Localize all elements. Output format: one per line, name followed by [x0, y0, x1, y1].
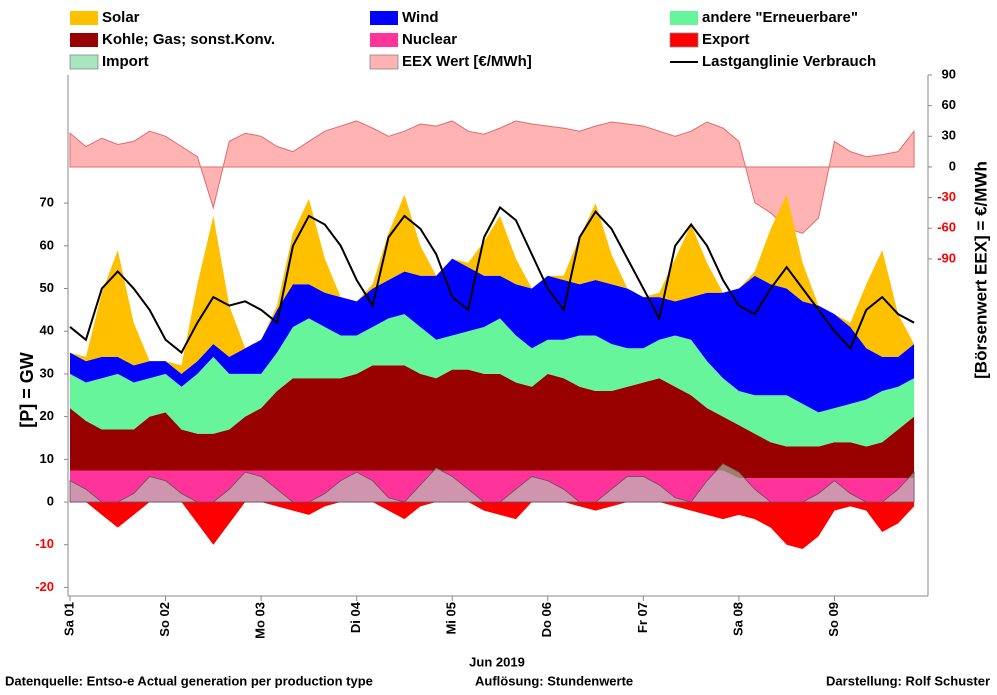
legend-label: Nuclear: [402, 31, 457, 48]
y-tick-label: 50: [40, 280, 54, 295]
y-tick-label: 70: [40, 195, 54, 210]
legend-swatch: [670, 11, 698, 25]
legend-label: Export: [702, 31, 750, 48]
x-tick-label: So 09: [826, 602, 841, 637]
x-tick-label: Sa 08: [730, 602, 745, 636]
legend-swatch: [370, 33, 398, 47]
y2-axis-label: [Börsenwert EEX] = €/MWh: [971, 161, 990, 379]
x-tick-label: Di 04: [348, 601, 363, 633]
y-tick-label: 20: [40, 408, 54, 423]
import-area: [69, 463, 915, 503]
x-tick-label: Mi 05: [444, 602, 459, 635]
legend-label: Lastganglinie Verbrauch: [702, 53, 876, 70]
y-tick-label: -10: [35, 536, 54, 551]
footer-note: Datenquelle: Entso-e Actual generation p…: [5, 673, 373, 688]
y-tick-label: 0: [47, 493, 54, 508]
y2-tick-label: 30: [942, 128, 956, 143]
stacked-area: [70, 194, 915, 374]
y-tick-label: 30: [40, 365, 54, 380]
y-tick-label: 40: [40, 323, 54, 338]
x-tick-label: Do 06: [539, 602, 554, 637]
x-tick-label: So 02: [157, 602, 172, 637]
y2-tick-label: 60: [942, 97, 956, 112]
legend-swatch: [70, 11, 98, 25]
eex-area: [69, 120, 915, 234]
legend-label: Kohle; Gas; sonst.Konv.: [102, 31, 275, 48]
y2-tick-label: 0: [949, 158, 956, 173]
stacked-area: [70, 314, 915, 447]
x-tick-label: Mo 03: [253, 602, 268, 639]
x-tick-label: Sa 01: [61, 602, 76, 636]
load-line: [69, 205, 915, 355]
legend-swatch: [669, 32, 699, 48]
legend-label: Wind: [402, 9, 439, 26]
footer-note: Darstellung: Rolf Schuster: [826, 673, 990, 688]
y2-tick-label: -60: [937, 220, 956, 235]
y-tick-label: 60: [40, 237, 54, 252]
legend-label: EEX Wert [€/MWh]: [402, 53, 532, 70]
y-tick-label: 10: [40, 451, 54, 466]
legend-swatch: [70, 33, 98, 47]
stacked-area: [70, 258, 915, 413]
legend-label: Solar: [102, 9, 140, 26]
y2-tick-label: -90: [937, 250, 956, 265]
stacked-area: [70, 365, 915, 479]
export-area: [70, 502, 915, 550]
legend-label: Import: [102, 53, 149, 70]
footer-note: Auflösung: Stundenwerte: [475, 673, 633, 688]
y2-tick-label: 90: [942, 66, 956, 81]
legend-label: andere "Erneuerbare": [702, 9, 858, 26]
legend-swatch: [69, 54, 99, 70]
y2-tick-label: -30: [937, 189, 956, 204]
x-axis-label: Jun 2019: [469, 654, 525, 669]
y-axis-label: [P] = GW: [17, 352, 37, 428]
x-tick-label: Fr 07: [635, 602, 650, 633]
y-tick-label: -20: [35, 579, 54, 594]
legend-swatch: [370, 11, 398, 25]
legend-swatch: [369, 54, 399, 70]
